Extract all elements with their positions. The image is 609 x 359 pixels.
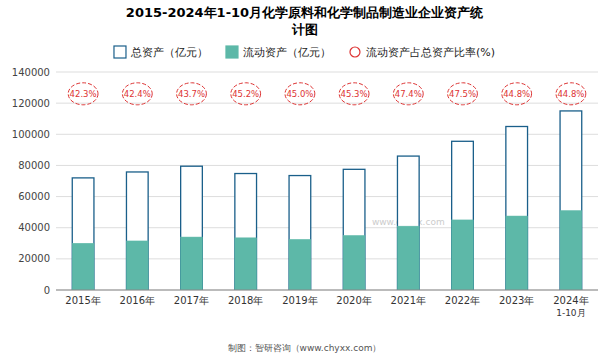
- ratio-label: 44.8%: [557, 89, 584, 99]
- legend-swatch: [226, 46, 238, 58]
- bar: [397, 156, 419, 290]
- x-tick-label: 2016年: [120, 295, 155, 306]
- legend-label: 总资产（亿元）: [130, 46, 208, 59]
- bar: [506, 127, 528, 291]
- ratio-circle: [285, 83, 315, 105]
- x-tick-label: 2019年: [282, 295, 317, 306]
- y-tick-label: 60000: [18, 191, 50, 202]
- x-tick-label-line: 2020年: [336, 295, 371, 306]
- ratio-label: 45.3%: [341, 89, 368, 99]
- bar: [181, 237, 203, 290]
- ratio-circles: [68, 83, 586, 105]
- bar: [560, 111, 582, 290]
- x-tick-label-line: 1-10月: [556, 308, 585, 318]
- bar: [289, 239, 311, 290]
- grid-line: [56, 290, 598, 291]
- x-tick-label-line: 2017年: [174, 295, 209, 306]
- legend-swatch: [114, 46, 126, 58]
- legend-item: 流动资产（亿元）: [226, 46, 331, 59]
- x-tick-labels: 2015年 2016年 2017年 2018年 2019年 2020年 2021年 2022年…: [65, 295, 588, 318]
- chart: 020000400006000080000100000120000140000w…: [0, 0, 609, 359]
- x-axis-line: [56, 290, 598, 291]
- legend: 总资产（亿元） 流动资产（亿元） 流动资产占总资产比率(%): [114, 46, 495, 59]
- bar: [72, 178, 94, 290]
- legend-label: 流动资产（亿元）: [243, 46, 331, 59]
- y-tick-label: 0: [44, 285, 50, 296]
- ratio-circle: [502, 83, 532, 105]
- x-tick-label: 2018年: [228, 295, 263, 306]
- ratio-circle: [556, 83, 586, 105]
- bar: [343, 236, 365, 291]
- bar: [235, 174, 257, 290]
- legend-label: 流动资产占总资产比率(%): [366, 46, 495, 59]
- x-tick-label-line: 2024年: [553, 295, 588, 306]
- ratio-label: 42.4%: [124, 89, 151, 99]
- ratio-circle: [68, 83, 98, 105]
- ratio-label: 42.3%: [70, 89, 97, 99]
- x-tick-label: 2022年: [445, 295, 480, 306]
- x-tick-label: 2021年: [391, 295, 426, 306]
- bar: [126, 172, 148, 290]
- x-tick-label-line: 2015年: [65, 295, 100, 306]
- bar: [397, 226, 419, 290]
- y-tick-label: 120000: [12, 98, 50, 109]
- x-tick-label: 2024年 1-10月: [553, 295, 588, 318]
- title-line: 计图: [291, 22, 318, 37]
- ratio-labels: 42.3% 42.4% 43.7% 45.2% 45.0% 45.3% 47.4% 47.5%…: [70, 89, 585, 99]
- ratio-circle: [177, 83, 207, 105]
- legend-swatch: [350, 47, 360, 57]
- ratio-label: 45.2%: [232, 89, 259, 99]
- grid-line: [56, 72, 598, 73]
- footer: 制图：智研咨询（www.chyxx.com）: [228, 343, 382, 353]
- y-tick-label: 140000: [12, 67, 50, 78]
- legend-item: 总资产（亿元）: [114, 46, 208, 59]
- bar: [560, 211, 582, 290]
- bar: [452, 220, 474, 290]
- x-tick-label: 2023年: [499, 295, 534, 306]
- title-line: 2015-2024年1-10月化学原料和化学制品制造业企业资产统: [126, 5, 484, 20]
- y-tick-label: 100000: [12, 129, 50, 140]
- ratio-circle: [231, 83, 261, 105]
- bar: [343, 169, 365, 290]
- bar: [181, 166, 203, 290]
- ratio-label: 47.5%: [449, 89, 476, 99]
- title: 2015-2024年1-10月化学原料和化学制品制造业企业资产统计图: [126, 5, 484, 37]
- ratio-circle: [393, 83, 423, 105]
- bar: [506, 216, 528, 290]
- y-tick-label: 80000: [18, 160, 50, 171]
- bar: [72, 243, 94, 290]
- bar: [452, 141, 474, 290]
- ratio-circle: [122, 83, 152, 105]
- ratio-label: 43.7%: [178, 89, 205, 99]
- bar: [235, 238, 257, 290]
- bars: [72, 111, 581, 290]
- grid: 0 20000 40000 60000 80000 100000 120000 140000: [12, 67, 598, 296]
- x-tick-label: 2020年: [336, 295, 371, 306]
- x-tick-label-line: 2022年: [445, 295, 480, 306]
- x-tick-label-line: 2019年: [282, 295, 317, 306]
- y-tick-label: 40000: [18, 222, 50, 233]
- ratio-circle: [339, 83, 369, 105]
- ratio-label: 47.4%: [395, 89, 422, 99]
- x-tick-label: 2015年: [65, 295, 100, 306]
- ratio-label: 45.0%: [286, 89, 313, 99]
- x-tick-label-line: 2023年: [499, 295, 534, 306]
- bar: [126, 241, 148, 290]
- legend-item: 流动资产占总资产比率(%): [350, 46, 495, 59]
- y-tick-label: 20000: [18, 253, 50, 264]
- ratio-label: 44.8%: [503, 89, 530, 99]
- x-tick-label-line: 2016年: [120, 295, 155, 306]
- x-tick-label-line: 2021年: [391, 295, 426, 306]
- ratio-circle: [448, 83, 478, 105]
- x-tick-label: 2017年: [174, 295, 209, 306]
- bar: [289, 176, 311, 290]
- x-tick-label-line: 2018年: [228, 295, 263, 306]
- grid-line: [56, 103, 598, 104]
